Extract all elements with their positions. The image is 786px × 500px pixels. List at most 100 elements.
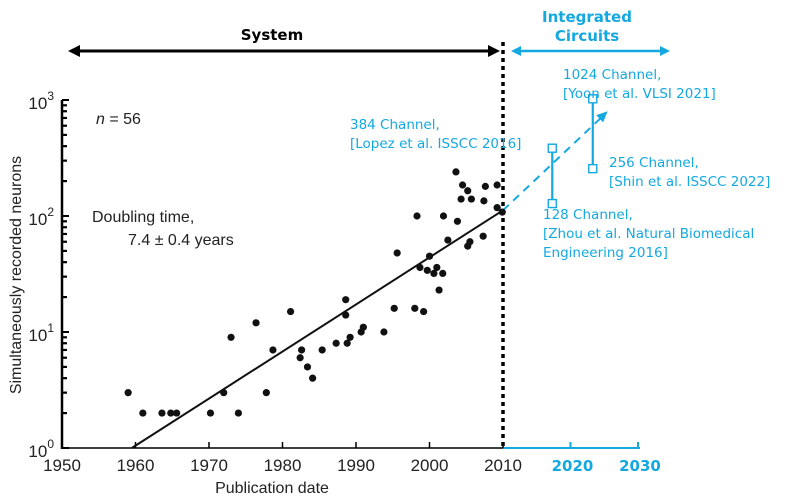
data-point bbox=[342, 296, 350, 304]
ic-range-high-marker bbox=[588, 94, 598, 104]
data-point bbox=[439, 269, 447, 278]
y-tick-label: 101 bbox=[28, 321, 54, 345]
data-point bbox=[458, 181, 467, 189]
x-tick-label: 1990 bbox=[337, 456, 375, 475]
data-point bbox=[493, 204, 501, 212]
shin-label-line1: 256 Channel, bbox=[609, 155, 699, 171]
n-italic: n bbox=[96, 111, 105, 128]
n-annotation: n = 56 bbox=[96, 111, 141, 128]
y-tick-label: 102 bbox=[28, 205, 54, 229]
data-points bbox=[124, 168, 506, 417]
system-arrow-right-head bbox=[488, 45, 500, 57]
n-value: = 56 bbox=[105, 111, 141, 128]
ic-range-low-marker bbox=[547, 198, 557, 209]
ic-label-line1: Integrated bbox=[542, 8, 632, 26]
data-point bbox=[457, 195, 465, 203]
data-point bbox=[425, 252, 434, 260]
data-point bbox=[444, 236, 452, 244]
ic-x-ticks bbox=[569, 442, 639, 448]
data-point bbox=[206, 409, 215, 417]
data-point bbox=[286, 307, 295, 316]
y-tick-exponent: 3 bbox=[47, 89, 54, 103]
data-point bbox=[413, 212, 421, 220]
yoon-label-line1: 1024 Channel, bbox=[563, 67, 661, 83]
y-tick-exponent: 0 bbox=[47, 437, 54, 451]
data-point bbox=[139, 409, 147, 417]
y-tick-exponent: 2 bbox=[47, 205, 54, 219]
y-tick-base: 10 bbox=[28, 94, 47, 113]
ic-arrow-left-head bbox=[511, 46, 521, 56]
x-tick-labels: 1950 1960 1970 1980 1990 2000 2010 2020 2030 bbox=[43, 456, 661, 475]
ic-arrow-right-head bbox=[660, 46, 670, 56]
data-point bbox=[390, 304, 398, 312]
data-point bbox=[380, 328, 388, 336]
data-point bbox=[332, 339, 340, 347]
lopez-label-line2: [Lopez et al. ISSCC 2016] bbox=[350, 136, 521, 152]
top-annotations: System Integrated Circuits bbox=[68, 8, 670, 57]
ic-labels: 384 Channel, [Lopez et al. ISSCC 2016] 1… bbox=[350, 67, 770, 261]
x-ticks bbox=[134, 442, 504, 448]
ic-range-high-marker bbox=[547, 143, 557, 153]
zhou-label-line2: [Zhou et al. Natural Biomedical bbox=[543, 226, 754, 242]
data-point bbox=[309, 374, 317, 382]
data-point bbox=[480, 197, 488, 205]
data-point bbox=[493, 181, 501, 189]
ic-range-low-marker bbox=[588, 163, 598, 174]
data-point bbox=[430, 269, 438, 278]
data-point bbox=[498, 208, 506, 216]
ic-ranges bbox=[547, 94, 598, 209]
regression-fit-line bbox=[131, 209, 504, 449]
data-point bbox=[452, 168, 460, 176]
system-arrow-left-head bbox=[68, 45, 80, 57]
data-point bbox=[393, 249, 401, 257]
x-tick-label: 1980 bbox=[264, 456, 302, 475]
ic-x-tick-label: 2030 bbox=[619, 457, 661, 475]
data-point bbox=[220, 389, 228, 397]
data-point bbox=[227, 333, 235, 341]
data-point bbox=[359, 323, 367, 331]
data-point bbox=[420, 307, 428, 316]
ic-label-line2: Circuits bbox=[555, 27, 619, 45]
data-point bbox=[416, 263, 424, 272]
data-point bbox=[173, 409, 181, 417]
data-point bbox=[158, 409, 166, 417]
system-label: System bbox=[241, 26, 303, 44]
data-point bbox=[303, 363, 312, 371]
data-point bbox=[435, 286, 443, 294]
data-point bbox=[298, 346, 306, 354]
data-point bbox=[467, 195, 475, 203]
zhou-label-line3: Engineering 2016] bbox=[543, 245, 668, 261]
ic-x-tick-label: 2020 bbox=[552, 457, 594, 475]
data-point bbox=[481, 182, 489, 190]
data-point bbox=[346, 333, 354, 341]
y-tick-label: 100 bbox=[28, 437, 54, 461]
data-point bbox=[423, 266, 431, 274]
x-tick-label: 1970 bbox=[190, 456, 228, 475]
y-axis-label: Simultaneously recorded neurons bbox=[8, 156, 25, 394]
y-tick-exponent: 1 bbox=[47, 321, 54, 335]
data-point bbox=[262, 389, 270, 397]
shin-label-line2: [Shin et al. ISSCC 2022] bbox=[609, 174, 770, 190]
data-point bbox=[439, 212, 448, 220]
yoon-label-line2: [Yoon et al. VLSI 2021] bbox=[563, 86, 716, 102]
y-tick-label: 103 bbox=[28, 89, 54, 113]
data-point bbox=[479, 232, 487, 240]
data-point bbox=[167, 409, 175, 417]
data-point bbox=[234, 409, 242, 417]
doubling-time-line2: 7.4 ± 0.4 years bbox=[128, 232, 234, 249]
y-tick-base: 10 bbox=[28, 326, 47, 345]
data-point bbox=[464, 187, 472, 195]
data-point bbox=[411, 304, 419, 312]
data-point bbox=[343, 339, 351, 347]
data-point bbox=[252, 319, 260, 327]
x-tick-label: 1960 bbox=[117, 456, 155, 475]
data-point bbox=[296, 354, 304, 362]
x-tick-label: 2000 bbox=[411, 456, 449, 475]
data-point bbox=[453, 217, 462, 225]
fit-line-group bbox=[131, 111, 608, 449]
data-point bbox=[269, 346, 277, 354]
data-point bbox=[318, 346, 326, 354]
